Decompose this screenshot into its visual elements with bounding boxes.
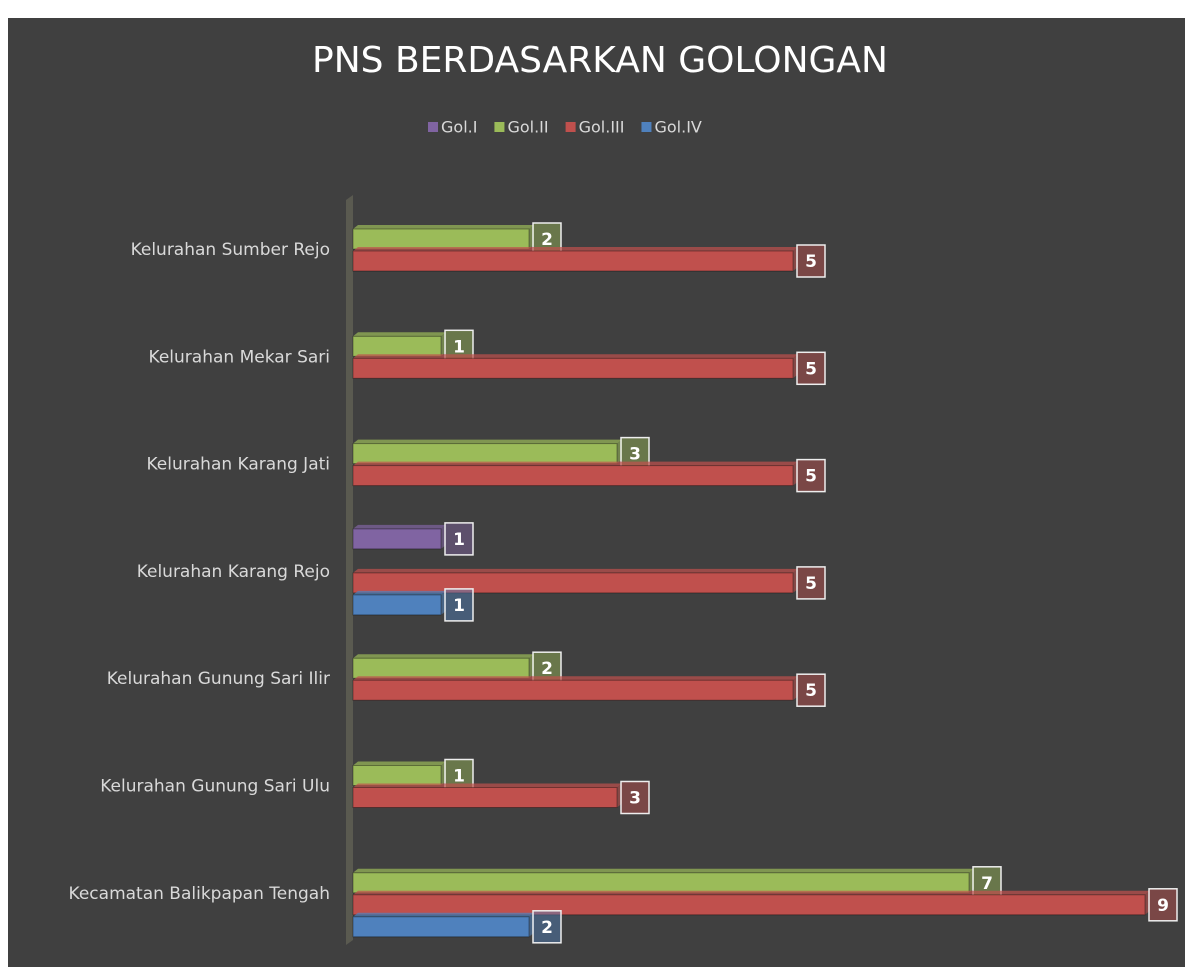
bar-top xyxy=(353,568,798,573)
bar-top xyxy=(353,761,446,766)
bar-top xyxy=(353,332,446,337)
data-label: 1 xyxy=(453,337,465,357)
bar xyxy=(352,335,442,357)
data-label-box xyxy=(796,351,826,386)
bar xyxy=(352,679,794,701)
bar-top xyxy=(353,890,1150,895)
data-label: 3 xyxy=(629,445,641,465)
data-label: 5 xyxy=(805,467,817,487)
data-label-box xyxy=(620,780,650,815)
bar xyxy=(352,916,530,938)
legend-swatch xyxy=(428,122,438,132)
bar xyxy=(352,657,530,679)
data-label: 2 xyxy=(541,918,553,938)
bar xyxy=(352,443,618,465)
data-label: 1 xyxy=(453,530,465,550)
data-label: 9 xyxy=(1157,896,1169,916)
bar-top xyxy=(353,247,798,251)
data-label-box xyxy=(796,244,826,278)
data-label: 7 xyxy=(981,874,993,894)
data-label-box xyxy=(444,588,474,622)
bar-top xyxy=(353,439,622,444)
data-label: 1 xyxy=(453,596,465,616)
data-label: 5 xyxy=(805,681,817,701)
y-tick-label: Kelurahan Mekar Sari xyxy=(149,347,330,367)
bar-top xyxy=(353,225,534,229)
bar xyxy=(352,357,794,379)
y-tick-label: Kecamatan Balikpapan Tengah xyxy=(69,884,330,904)
bar-top xyxy=(353,912,534,917)
bar-top xyxy=(353,654,534,659)
axis-wall xyxy=(346,195,353,945)
data-label-box xyxy=(532,910,562,944)
bar-top xyxy=(353,461,798,466)
y-tick-label: Kelurahan Karang Rejo xyxy=(137,562,330,582)
chart-background xyxy=(8,18,1185,967)
legend-label: Gol.II xyxy=(507,118,548,137)
bar xyxy=(352,787,618,808)
bar xyxy=(352,228,530,250)
data-label-box xyxy=(796,673,826,707)
data-label-box xyxy=(796,458,826,493)
data-label: 5 xyxy=(805,574,817,594)
bar-top xyxy=(353,676,798,681)
legend-label: Gol.IV xyxy=(654,118,701,137)
data-label: 5 xyxy=(805,359,817,379)
bar xyxy=(352,872,970,894)
y-tick-label: Kelurahan Gunung Sari Ilir xyxy=(107,669,330,689)
bar xyxy=(352,765,442,786)
y-tick-label: Kelurahan Sumber Rejo xyxy=(131,240,330,260)
bar-top xyxy=(353,783,622,788)
data-label: 1 xyxy=(453,767,465,787)
legend-swatch xyxy=(565,122,576,132)
y-tick-label: Kelurahan Karang Jati xyxy=(147,455,331,475)
legend-swatch xyxy=(494,122,505,132)
data-label: 3 xyxy=(629,789,641,809)
bar-top xyxy=(353,524,446,529)
legend-label: Gol.III xyxy=(579,118,625,137)
bar xyxy=(352,465,794,487)
bar xyxy=(352,894,1146,916)
bar xyxy=(352,594,442,616)
bar-top xyxy=(353,590,446,595)
data-label-box xyxy=(444,522,474,556)
bar xyxy=(352,250,794,272)
data-label: 5 xyxy=(805,252,817,272)
data-label: 2 xyxy=(541,230,553,250)
y-tick-label: Kelurahan Gunung Sari Ulu xyxy=(100,777,330,797)
legend-label: Gol.I xyxy=(441,118,477,137)
bar-top xyxy=(353,354,798,359)
data-label-box xyxy=(796,566,826,600)
bar xyxy=(352,572,794,594)
data-label: 2 xyxy=(541,659,553,679)
chart-title: PNS BERDASARKAN GOLONGAN xyxy=(312,40,888,81)
legend-swatch xyxy=(641,122,652,132)
bar-top xyxy=(353,868,974,873)
bar xyxy=(352,528,442,550)
data-label-box xyxy=(1148,888,1178,922)
